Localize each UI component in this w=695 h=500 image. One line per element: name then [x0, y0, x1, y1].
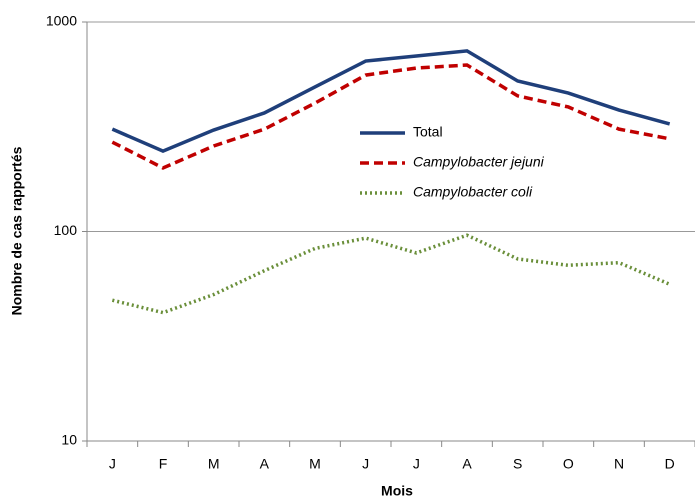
y-tick-label: 10 [61, 432, 77, 448]
x-tick-label: N [614, 456, 624, 472]
y-tick-label: 100 [54, 222, 78, 238]
x-tick-label: M [208, 456, 220, 472]
series-line [111, 63, 670, 170]
series-line [111, 49, 671, 153]
y-tick-label: 1000 [46, 13, 77, 29]
x-tick-label: M [309, 456, 321, 472]
legend-label: Campylobacter coli [413, 184, 533, 200]
x-tick-label: D [665, 456, 675, 472]
legend-label: Campylobacter jejuni [413, 154, 545, 170]
y-axis-title: Nombre de cas rapportés [9, 146, 25, 315]
x-tick-label: J [413, 456, 420, 472]
x-tick-label: J [109, 456, 116, 472]
x-tick-label: A [462, 456, 472, 472]
series-line [111, 233, 671, 315]
x-tick-label: J [362, 456, 369, 472]
x-axis-title: Mois [381, 483, 413, 499]
x-tick-label: F [159, 456, 168, 472]
x-tick-label: A [260, 456, 270, 472]
x-tick-label: O [563, 456, 574, 472]
legend-label: Total [413, 124, 443, 140]
x-tick-label: S [513, 456, 522, 472]
